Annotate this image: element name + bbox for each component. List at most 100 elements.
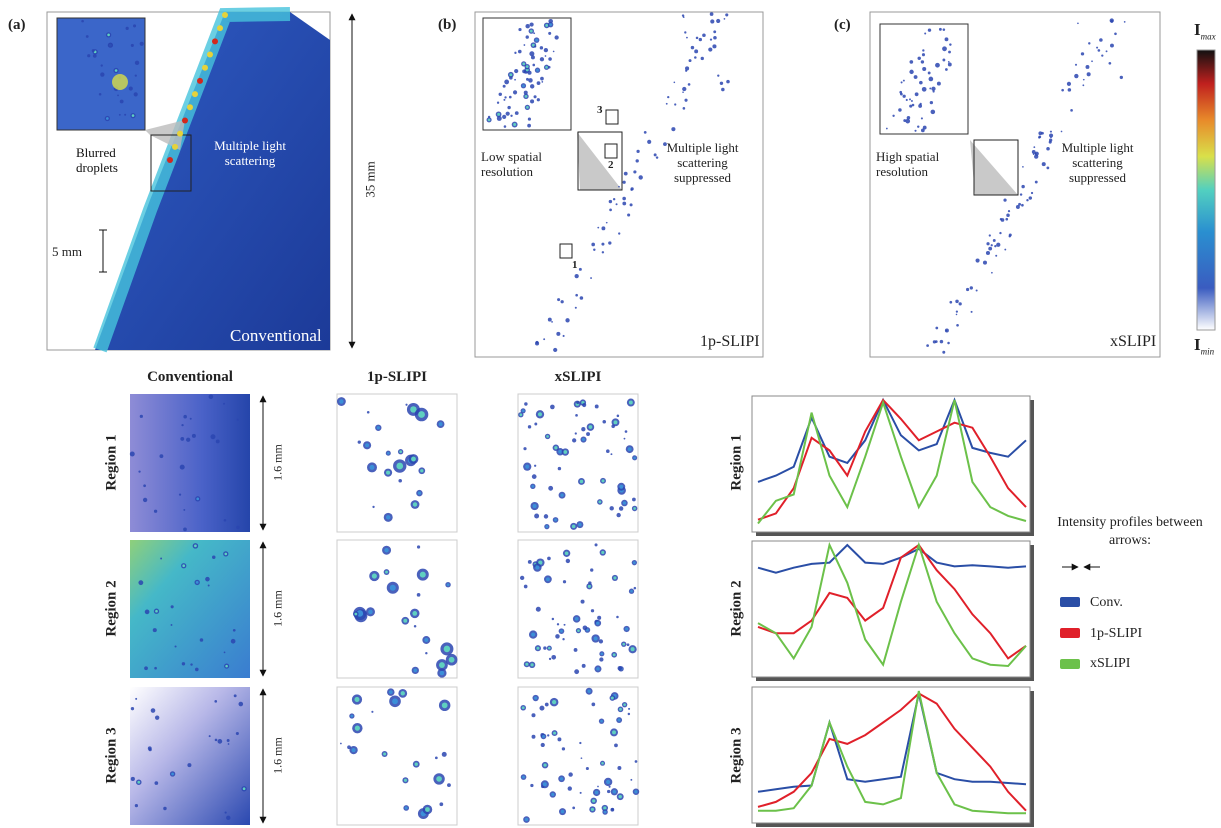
- speckle: [357, 440, 361, 444]
- speckle: [609, 506, 614, 511]
- speckle-core: [369, 464, 375, 470]
- speckle: [922, 49, 925, 52]
- speckle: [524, 402, 528, 406]
- speckle-core: [171, 772, 174, 776]
- speckle: [1085, 65, 1090, 69]
- speckle: [955, 313, 958, 316]
- speckle: [133, 92, 138, 97]
- speckle-core: [525, 65, 529, 68]
- speckle: [139, 414, 143, 418]
- speckle-core: [630, 589, 633, 593]
- speckle: [108, 42, 113, 48]
- speckle: [117, 94, 119, 97]
- speckle: [178, 493, 182, 496]
- speckle: [623, 171, 628, 176]
- speckle: [534, 45, 537, 48]
- speckle: [543, 338, 546, 341]
- speckle-core: [545, 24, 549, 27]
- speckle: [885, 127, 888, 130]
- speckle: [591, 242, 595, 247]
- region-mark: 2: [608, 159, 614, 171]
- speckle: [416, 545, 421, 549]
- speckle-core: [600, 719, 603, 723]
- speckle: [129, 451, 135, 457]
- speckle: [1096, 46, 1099, 49]
- spray-wedge: [95, 12, 330, 350]
- speckle-core: [579, 479, 584, 484]
- speckle: [134, 804, 139, 808]
- legend-title: Intensity profiles between arrows:: [1057, 515, 1203, 548]
- speckle: [527, 123, 531, 128]
- speckle: [909, 69, 914, 75]
- speckle: [688, 59, 692, 63]
- profile-line: [757, 693, 1027, 793]
- speckle-core: [411, 456, 416, 462]
- speckle: [199, 638, 204, 642]
- speckle: [622, 180, 626, 184]
- speckle: [610, 807, 615, 812]
- speckle: [618, 185, 620, 188]
- speckle-core: [617, 718, 621, 722]
- speckle: [708, 47, 713, 52]
- speckle: [215, 439, 220, 444]
- speckle: [624, 430, 628, 433]
- speckle: [1091, 60, 1093, 63]
- speckle-core: [613, 420, 618, 425]
- speckle-core: [385, 515, 391, 520]
- speckle-core: [559, 777, 564, 781]
- speckle-core: [534, 696, 538, 700]
- speckle: [1030, 191, 1034, 195]
- region-box: [559, 243, 573, 259]
- speckle: [1108, 61, 1112, 65]
- speckle: [371, 710, 374, 713]
- speckle: [684, 31, 687, 34]
- speckle: [628, 707, 631, 710]
- speckle: [593, 248, 596, 251]
- speckle: [1074, 63, 1078, 66]
- speckle: [226, 815, 231, 821]
- speckle: [594, 543, 598, 547]
- legend-swatch: [1060, 597, 1080, 607]
- speckle: [536, 81, 541, 86]
- speckle: [191, 433, 196, 438]
- speckle: [138, 580, 144, 586]
- speckle: [945, 68, 948, 71]
- speckle-core: [436, 776, 442, 782]
- speckle: [223, 402, 226, 405]
- speckle: [694, 56, 697, 59]
- speckle-core: [392, 698, 398, 705]
- zoom-box: [973, 139, 1019, 196]
- speckle-core: [446, 583, 450, 587]
- speckle: [947, 61, 950, 63]
- speckle: [627, 712, 631, 716]
- speckle: [439, 802, 444, 807]
- speckle: [159, 454, 164, 459]
- speckle: [630, 188, 633, 191]
- speckle-core: [601, 762, 604, 765]
- profile-line: [757, 399, 1027, 525]
- speckle: [918, 104, 923, 108]
- speckle: [988, 246, 993, 251]
- speckle: [226, 739, 230, 742]
- speckle-core: [525, 662, 529, 666]
- speckle-core: [131, 114, 135, 117]
- speckle: [713, 30, 717, 34]
- speckle: [547, 734, 550, 737]
- speckle-core: [531, 484, 535, 488]
- speckle: [180, 437, 185, 441]
- speckle: [1041, 162, 1046, 167]
- speckle: [530, 783, 534, 788]
- speckle: [582, 402, 587, 408]
- speckle: [565, 318, 570, 323]
- speckle: [92, 54, 97, 58]
- speckle: [1086, 72, 1091, 77]
- speckle-core: [350, 714, 354, 718]
- speckle: [1006, 213, 1010, 217]
- speckle: [990, 244, 993, 247]
- speckle: [898, 108, 902, 112]
- speckle: [210, 434, 216, 440]
- row-label: Region 1: [103, 434, 120, 491]
- profile-line: [757, 397, 1027, 483]
- speckle: [133, 24, 137, 28]
